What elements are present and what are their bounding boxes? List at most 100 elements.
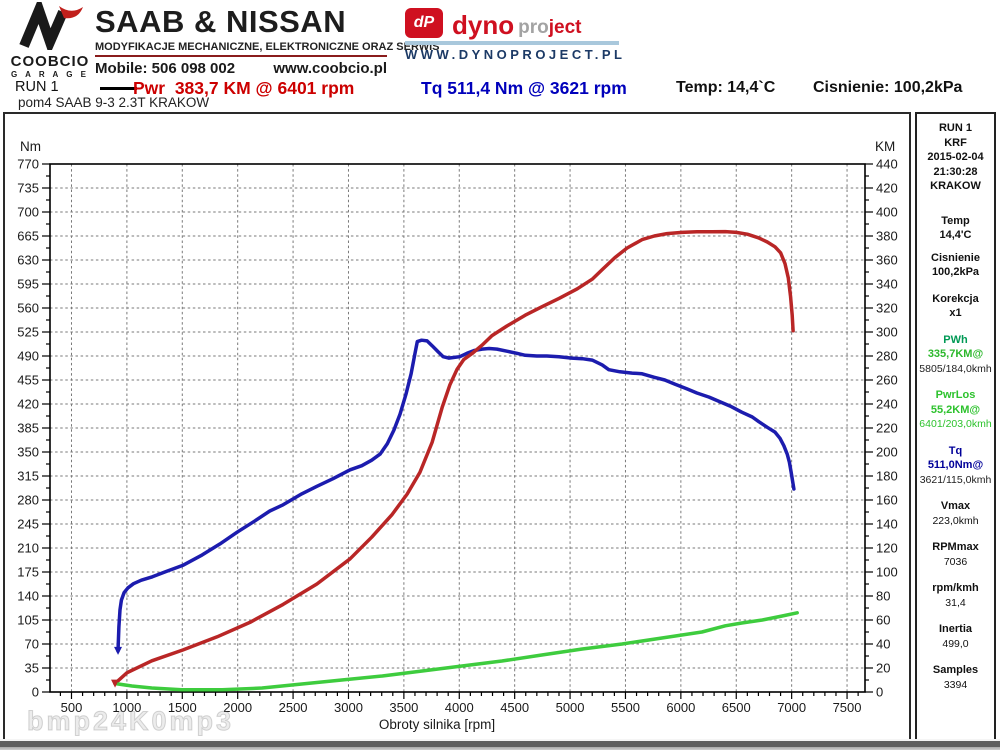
powerloss-curve bbox=[114, 611, 799, 692]
dyno-chart: 0 35 70 105 140 175 210 245 280 315 350 385 420 455 49… bbox=[3, 112, 911, 745]
run-description: pom4 SAAB 9-3 2.3T KRAKOW bbox=[18, 95, 210, 110]
y-right-tick-label: 140 bbox=[876, 517, 898, 532]
y-left-tick-label: 175 bbox=[17, 565, 39, 580]
plot-frame bbox=[49, 163, 866, 693]
stat-line: 31,4 bbox=[945, 596, 966, 609]
stat-line: 3394 bbox=[943, 678, 968, 691]
dyno-word: dyno bbox=[452, 10, 515, 40]
y-left-axis-title: Nm bbox=[20, 139, 41, 154]
torque-curve bbox=[116, 338, 796, 653]
coobcio-brand: COOBCIO G A R A G E bbox=[6, 0, 94, 79]
stat-line: PWh bbox=[943, 333, 968, 346]
y-right-tick-label: 0 bbox=[876, 685, 883, 700]
y-left-tick-label: 630 bbox=[17, 253, 39, 268]
stat-line: 223,0kmh bbox=[932, 514, 979, 527]
x-tick-label: 3000 bbox=[334, 700, 363, 715]
y-left-tick-label: 350 bbox=[17, 445, 39, 460]
stat-line: 511,0Nm@ bbox=[927, 459, 984, 471]
y-right-tick-label: 400 bbox=[876, 205, 898, 220]
y-right-tick-label: 240 bbox=[876, 397, 898, 412]
x-tick-label: 4000 bbox=[445, 700, 474, 715]
pro-word: pro bbox=[518, 17, 549, 38]
stat-line: Inertia bbox=[938, 623, 972, 635]
stat-line: 21:30:28 bbox=[933, 165, 978, 178]
x-tick-label: 6500 bbox=[722, 700, 751, 715]
y-right-tick-label: 160 bbox=[876, 493, 898, 508]
y-right-tick-label: 260 bbox=[876, 373, 898, 388]
dyno-chart-plot: 0 35 70 105 140 175 210 245 280 315 350 385 420 455 49… bbox=[17, 139, 898, 732]
phone-number: Mobile: 506 098 002 bbox=[95, 60, 236, 77]
y-right-tick-label: 380 bbox=[876, 229, 898, 244]
dynoproject-logo: dP dyno pro ject WWW.DYNOPROJECT.PL bbox=[405, 6, 623, 62]
stat-line: Korekcja bbox=[932, 292, 979, 305]
watermark: bmp24K0mp3 bbox=[26, 706, 235, 737]
shop-subtitle: MODYFIKACJE MECHANICZNE, ELEKTRONICZNE O… bbox=[95, 41, 440, 53]
dyno-logo-divider bbox=[405, 41, 619, 45]
y-right-tick-label: 440 bbox=[876, 157, 898, 172]
stat-line: PwrLos bbox=[935, 389, 976, 401]
ject-word: ject bbox=[548, 17, 582, 38]
window-bottom-edge bbox=[0, 739, 1000, 750]
dynoproject-url: WWW.DYNOPROJECT.PL bbox=[405, 47, 626, 62]
y-right-tick-label: 100 bbox=[876, 565, 898, 580]
x-axis-title: Obroty silnika [rpm] bbox=[379, 717, 495, 732]
y-left-tick-label: 245 bbox=[17, 517, 39, 532]
y-left-tick-label: 490 bbox=[17, 349, 39, 364]
power-curve bbox=[113, 229, 795, 686]
y-right-tick-label: 300 bbox=[876, 325, 898, 340]
y-right-tick-label: 80 bbox=[876, 589, 890, 604]
y-left-tick-label: 700 bbox=[17, 205, 39, 220]
x-tick-label: 5000 bbox=[556, 700, 585, 715]
x-tick-label: 6000 bbox=[666, 700, 695, 715]
torque-start-arrow-icon bbox=[114, 646, 123, 655]
y-right-tick-label: 20 bbox=[876, 661, 890, 676]
y-left-tick-label: 420 bbox=[17, 397, 39, 412]
y-left-tick-label: 210 bbox=[17, 541, 39, 556]
shop-header: SAAB & NISSAN MODYFIKACJE MECHANICZNE, E… bbox=[95, 4, 440, 77]
stat-line: 3621/115,0kmh bbox=[919, 473, 992, 486]
y-left-tick-label: 140 bbox=[17, 589, 39, 604]
stat-line: Cisnienie bbox=[931, 251, 980, 264]
stat-line: 499,0 bbox=[942, 637, 969, 650]
y-right-tick-label: 180 bbox=[876, 469, 898, 484]
stat-line: Samples bbox=[932, 664, 979, 676]
x-tick-label: 4500 bbox=[500, 700, 529, 715]
y-right-tick-label: 40 bbox=[876, 637, 890, 652]
x-tick-label: 5500 bbox=[611, 700, 640, 715]
power-peak-readout: Pwr 383,7 KM @ 6401 rpm bbox=[133, 78, 355, 98]
shop-title: SAAB & NISSAN bbox=[95, 4, 347, 39]
y-left-tick-label: 385 bbox=[17, 421, 39, 436]
y-left-tick-label: 735 bbox=[17, 181, 39, 196]
pressure-readout: Cisnienie: 100,2kPa bbox=[813, 79, 963, 96]
y-left-tick-label: 105 bbox=[17, 613, 39, 628]
stat-line: RUN 1 bbox=[938, 122, 972, 134]
stat-line: KRAKOW bbox=[930, 180, 981, 192]
y-right-tick-label: 340 bbox=[876, 277, 898, 292]
x-tick-label: 3500 bbox=[389, 700, 418, 715]
dp-badge-icon: dP bbox=[405, 8, 443, 38]
y-left-tick-label: 770 bbox=[17, 157, 39, 172]
stat-line: 335,7KM@ bbox=[927, 348, 984, 360]
y-left-tick-label: 560 bbox=[17, 301, 39, 316]
x-tick-label: 7000 bbox=[777, 700, 806, 715]
y-left-tick-label: 525 bbox=[17, 325, 39, 340]
stat-line: 55,2KM@ bbox=[930, 403, 981, 416]
stat-line: rpm/kmh bbox=[932, 582, 979, 594]
stat-line: KRF bbox=[944, 136, 967, 149]
y-left-tick-label: 0 bbox=[32, 685, 39, 700]
stat-line: 6401/203,0kmh bbox=[919, 418, 992, 430]
stat-line: x1 bbox=[949, 307, 962, 319]
stat-line: Temp bbox=[941, 214, 970, 227]
run-color-swatch bbox=[100, 87, 137, 90]
header-divider bbox=[95, 55, 387, 57]
y-right-axis-title: KM bbox=[875, 139, 895, 154]
y-left-tick-label: 70 bbox=[25, 637, 39, 652]
x-tick-label: 1500 bbox=[168, 700, 197, 715]
y-right-tick-label: 280 bbox=[876, 349, 898, 364]
y-right-tick-label: 320 bbox=[876, 301, 898, 316]
power-start-arrow-icon bbox=[111, 679, 120, 688]
run-summary: RUN 1 Pwr 383,7 KM @ 6401 rpm Tq 511,4 N… bbox=[0, 78, 1000, 98]
y-left-tick-label: 595 bbox=[17, 277, 39, 292]
y-right-tick-label: 120 bbox=[876, 541, 898, 556]
stat-line: Vmax bbox=[940, 500, 971, 512]
